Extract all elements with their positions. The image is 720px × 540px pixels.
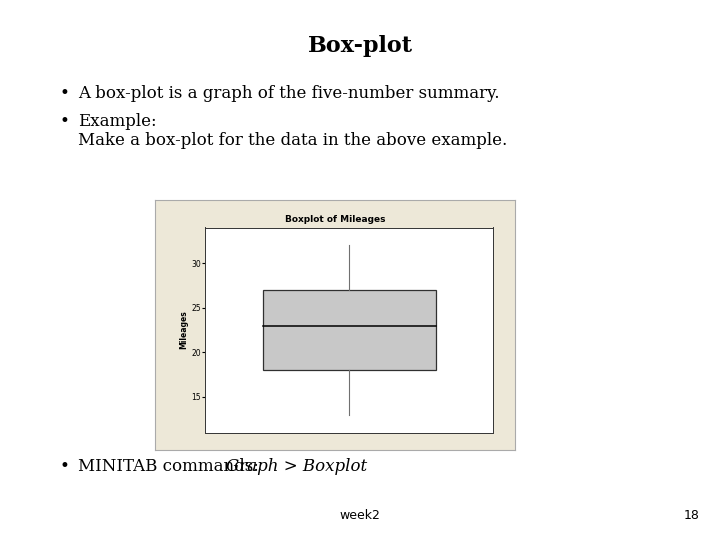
Text: •: • [60, 113, 70, 130]
Text: Make a box-plot for the data in the above example.: Make a box-plot for the data in the abov… [78, 132, 508, 149]
Text: •: • [60, 85, 70, 102]
Text: Graph > Boxplot: Graph > Boxplot [226, 458, 367, 475]
Text: MINITAB commands:: MINITAB commands: [78, 458, 264, 475]
Text: •: • [60, 458, 70, 475]
Text: Boxplot of Mileages: Boxplot of Mileages [284, 215, 385, 224]
Text: 18: 18 [684, 509, 700, 522]
Text: Example:: Example: [78, 113, 157, 130]
Text: week2: week2 [340, 509, 380, 522]
Text: Box-plot: Box-plot [307, 35, 413, 57]
Bar [263, 290, 436, 370]
Text: A box-plot is a graph of the five-number summary.: A box-plot is a graph of the five-number… [78, 85, 500, 102]
Y-axis label: Mileages: Mileages [180, 310, 189, 349]
